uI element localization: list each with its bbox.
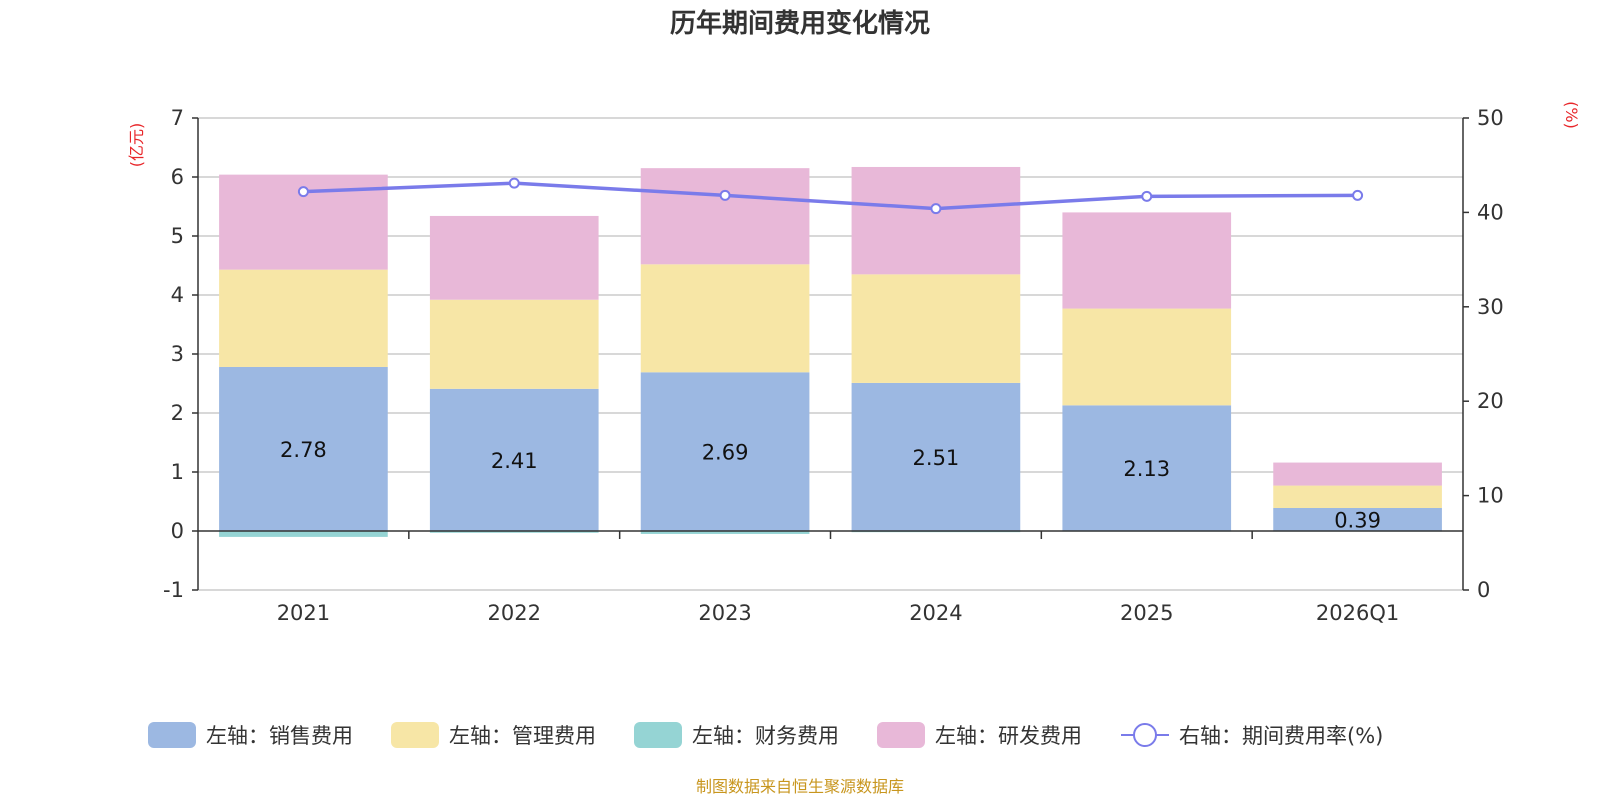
legend-swatch <box>877 722 925 748</box>
bar-segment-2022-s2 <box>429 531 599 533</box>
rate-point <box>719 189 731 201</box>
left-axis-tick-label: 2 <box>171 401 184 425</box>
x-axis-tick-label: 2024 <box>909 601 962 625</box>
right-axis-tick-label: 50 <box>1477 106 1504 130</box>
bar-segment-2022-s0 <box>429 388 599 531</box>
chart-title: 历年期间费用变化情况 <box>670 8 930 39</box>
rate-line-series <box>297 177 1364 215</box>
left-axis-tick-label: 3 <box>171 342 184 366</box>
left-axis-tick-label: 5 <box>171 224 184 248</box>
bar-segment-2025-s3 <box>1062 212 1232 309</box>
bar-segment-2023-s0 <box>640 372 810 531</box>
bar-segment-2021-s0 <box>219 366 388 531</box>
left-axis-tick-label: 0 <box>171 519 184 543</box>
bar-value-label: 0.39 <box>1334 508 1381 532</box>
legend-swatch <box>634 722 682 748</box>
left-axis-unit: (亿元) <box>127 123 146 168</box>
legend-swatch <box>391 722 439 748</box>
right-axis-unit: (%) <box>1562 101 1581 129</box>
x-axis-tick-label: 2021 <box>277 601 330 625</box>
left-axis-tick-label: 7 <box>171 106 184 130</box>
x-axis-tick-label: 2025 <box>1120 601 1173 625</box>
bar-segment-2023-s3 <box>640 168 810 265</box>
source-note: 制图数据来自恒生聚源数据库 <box>696 777 904 796</box>
legend: 左轴：销售费用 左轴：管理费用 左轴：财务费用 左轴：研发费用 右轴：期间费用率(%) <box>148 722 1383 748</box>
legend-label: 左轴：销售费用 <box>206 724 353 748</box>
legend-marker <box>1133 723 1157 747</box>
bar-value-label: 2.13 <box>1123 457 1170 481</box>
rate-point <box>930 203 942 215</box>
bar-segment-2026Q1-s0 <box>1273 507 1442 531</box>
left-axis-tick-label: -1 <box>163 578 184 602</box>
legend-label: 左轴：管理费用 <box>449 724 596 748</box>
bar-segment-2024-s0 <box>851 382 1021 531</box>
right-axis-tick-label: 0 <box>1477 578 1490 602</box>
legend-label: 左轴：财务费用 <box>692 724 839 748</box>
legend-label: 右轴：期间费用率(%) <box>1179 724 1383 748</box>
bar-segment-2023-s2 <box>640 531 810 534</box>
x-axis-tick-label: 2022 <box>488 601 541 625</box>
left-axis-tick-label: 6 <box>171 165 184 189</box>
bar-segment-2026Q1-s3 <box>1273 462 1442 486</box>
bar-value-label: 2.51 <box>913 446 960 470</box>
legend-swatch <box>148 722 196 748</box>
right-axis-tick-label: 20 <box>1477 389 1504 413</box>
bar-segment-2022-s1 <box>429 299 599 389</box>
right-axis-tick-label: 30 <box>1477 295 1504 319</box>
bar-segment-2021-s2 <box>219 531 388 537</box>
bar-value-labels: 2.78 2.41 2.69 2.51 2.13 0.39 <box>280 438 1381 533</box>
bar-segment-2023-s1 <box>640 264 810 373</box>
bar-value-label: 2.41 <box>491 449 538 473</box>
gridlines <box>198 117 1463 591</box>
bar-value-label: 2.69 <box>702 441 749 465</box>
bar-segment-2022-s3 <box>429 215 599 300</box>
legend-label: 左轴：研发费用 <box>935 724 1082 748</box>
right-axis-tick-label: 40 <box>1477 200 1504 224</box>
rate-point <box>508 177 520 189</box>
bar-segment-2025-s1 <box>1062 308 1232 406</box>
bar-segment-2024-s3 <box>851 166 1021 275</box>
axes: -1 0 1 2 3 4 5 6 7 0 10 20 30 40 50 2021 2022 2023 2024 202… <box>163 106 1504 625</box>
x-axis-tick-label: 2023 <box>698 601 751 625</box>
bar-segment-2026Q1-s1 <box>1273 485 1442 508</box>
rate-point <box>297 186 309 198</box>
left-axis-tick-label: 1 <box>171 460 184 484</box>
x-axis-tick-label: 2026Q1 <box>1316 601 1399 625</box>
bar-segment-2021-s1 <box>219 269 388 367</box>
rate-line <box>303 181 1358 211</box>
left-axis-tick-label: 4 <box>171 283 184 307</box>
right-axis-tick-label: 10 <box>1477 484 1504 508</box>
rate-point <box>1352 189 1364 201</box>
bar-segment-2025-s0 <box>1062 405 1232 531</box>
bar-value-label: 2.78 <box>280 438 327 462</box>
bar-series <box>219 166 1442 537</box>
rate-point <box>1141 190 1153 202</box>
bar-segment-2024-s1 <box>851 274 1021 383</box>
